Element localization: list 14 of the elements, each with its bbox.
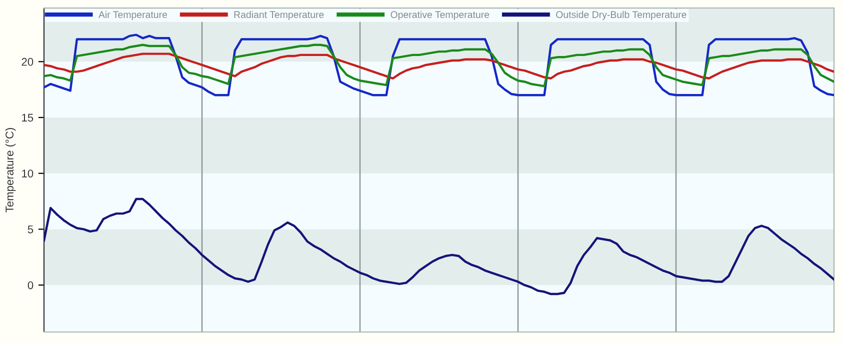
legend-label: Outside Dry-Bulb Temperature <box>556 10 686 20</box>
y-axis-title: Temperature (°C) <box>5 128 16 212</box>
legend-label: Radiant Temperature <box>234 10 324 20</box>
line-series <box>44 44 834 88</box>
line-series <box>44 52 834 80</box>
y-tick-label: 10 <box>22 170 34 178</box>
line-series <box>44 198 834 296</box>
y-tick-label: 15 <box>22 114 34 122</box>
legend-label: Operative Temperature <box>390 10 490 20</box>
y-tick-label: 0 <box>28 281 34 290</box>
y-tick-label: 5 <box>28 226 34 234</box>
line-series <box>44 34 834 96</box>
y-tick-label: 20 <box>22 58 34 66</box>
legend-label: Air Temperature <box>98 10 167 20</box>
